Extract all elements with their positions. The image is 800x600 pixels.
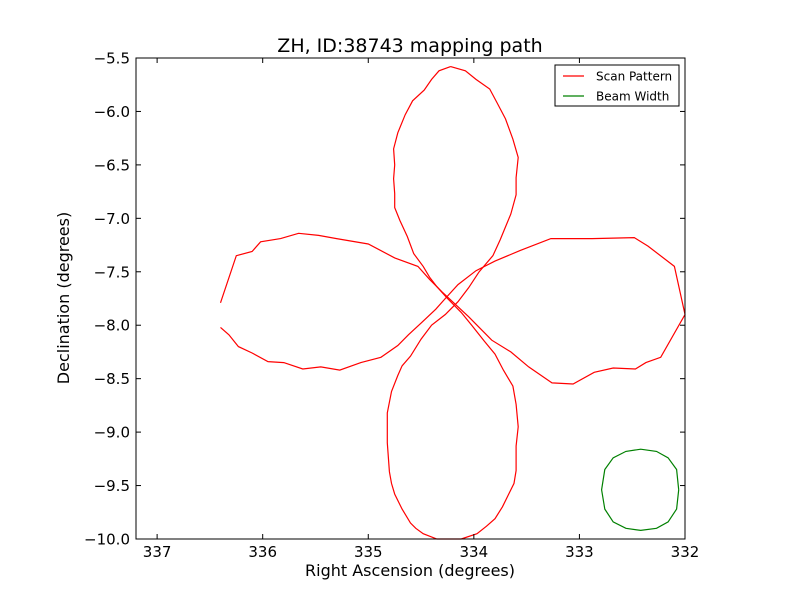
y-tick-label: −6.0 xyxy=(94,103,130,121)
y-tick-label: −6.5 xyxy=(94,156,130,174)
series-beam-width xyxy=(600,448,680,532)
y-tick-label: −8.0 xyxy=(94,317,130,335)
series-layer xyxy=(219,66,686,540)
x-tick-label: 336 xyxy=(248,543,277,561)
x-axis-label: Right Ascension (degrees) xyxy=(305,561,515,580)
axes-frame xyxy=(135,57,686,540)
y-tick-label: −5.5 xyxy=(94,50,130,68)
y-tick-label: −7.0 xyxy=(94,210,130,228)
x-tick-label: 337 xyxy=(143,543,172,561)
x-tick-label: 335 xyxy=(354,543,383,561)
series-scan-pattern-1 xyxy=(219,232,686,385)
ticks-layer: 337 336 335 334 333 332 −10.0 −9.5 −9.0 −8.5 −8.0 −… xyxy=(84,50,699,562)
series-scan-pattern-2 xyxy=(386,66,519,540)
y-tick-label: −7.5 xyxy=(94,263,130,281)
legend-label-beam-width: Beam Width xyxy=(596,90,669,104)
y-tick-label: −8.5 xyxy=(94,370,130,388)
y-tick-label: −10.0 xyxy=(84,531,130,549)
y-axis-label: Declination (degrees) xyxy=(54,212,73,384)
chart-title: ZH, ID:38743 mapping path xyxy=(277,35,542,57)
x-tick-label: 332 xyxy=(671,543,700,561)
y-tick-label: −9.5 xyxy=(94,477,130,495)
legend-box xyxy=(554,64,680,107)
legend-label-scan-pattern: Scan Pattern xyxy=(596,70,672,84)
x-tick-label: 333 xyxy=(565,543,594,561)
plot-area xyxy=(136,58,685,539)
x-tick-label: 334 xyxy=(460,543,489,561)
y-tick-label: −9.0 xyxy=(94,424,130,442)
legend: Scan Pattern Beam Width xyxy=(554,64,680,107)
